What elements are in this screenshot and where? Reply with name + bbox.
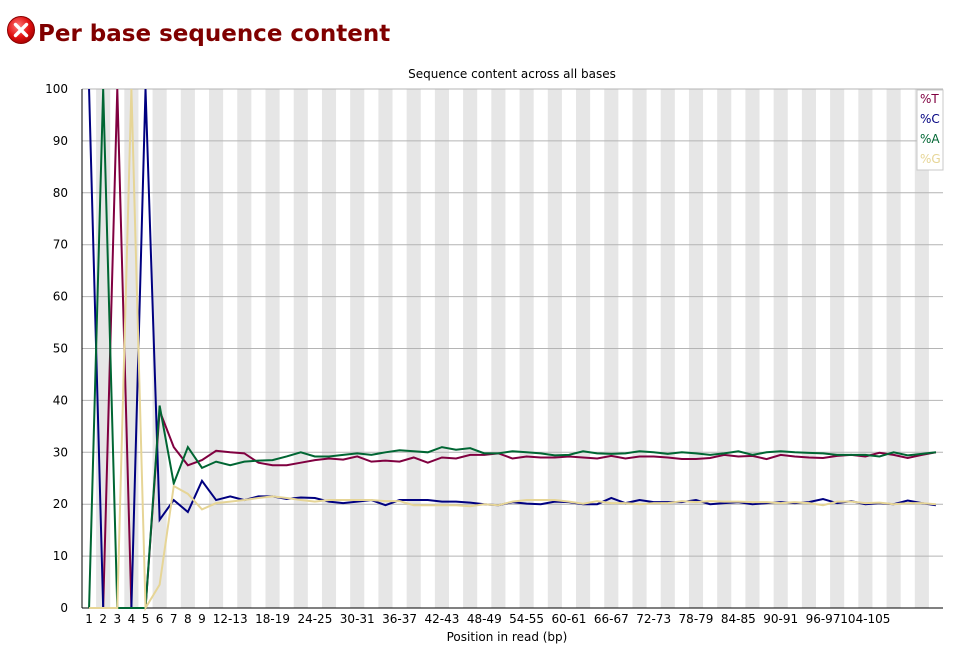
- legend-entry: %G: [920, 152, 941, 166]
- x-tick-label: 24-25: [297, 612, 332, 626]
- x-tick-label: 4: [128, 612, 136, 626]
- x-tick-label: 30-31: [340, 612, 375, 626]
- y-tick-label: 0: [60, 601, 68, 615]
- legend-box: [916, 89, 944, 171]
- x-tick-label: 3: [113, 612, 121, 626]
- x-tick-label: 90-91: [763, 612, 798, 626]
- x-tick-label: 9: [198, 612, 206, 626]
- y-axis-ticks: 0 10 20 30 40 50 60 70 80 90 100: [45, 82, 68, 615]
- x-tick-label: 54-55: [509, 612, 544, 626]
- x-tick-label: 48-49: [467, 612, 502, 626]
- x-tick-label: 2: [99, 612, 107, 626]
- x-tick-label: 96-97: [806, 612, 841, 626]
- y-tick-label: 80: [53, 186, 68, 200]
- series-lines: [88, 88, 937, 612]
- x-tick-label: 12-13: [213, 612, 248, 626]
- error-x-icon: [7, 16, 35, 44]
- x-tick-label: 5: [142, 612, 150, 626]
- y-tick-label: 100: [45, 82, 68, 96]
- x-tick-label: 36-37: [382, 612, 417, 626]
- legend: %T %C %A %G: [916, 89, 944, 171]
- legend-entry: %A: [920, 132, 940, 146]
- legend-entry: %T: [920, 92, 939, 106]
- series-line-t: [89, 88, 937, 609]
- y-tick-label: 90: [53, 134, 68, 148]
- legend-entry: %C: [920, 112, 940, 126]
- y-tick-label: 70: [53, 238, 68, 252]
- x-tick-label: 78-79: [679, 612, 714, 626]
- y-tick-label: 40: [53, 393, 68, 407]
- x-axis-ticks: 1 2 3 4 5 6 7 8 9 12-13 18-19 24-25 30-31 36-37 42-43 4…: [85, 612, 890, 626]
- x-axis-title: Position in read (bp): [447, 630, 568, 644]
- y-tick-label: 20: [53, 497, 68, 511]
- series-line-g: [89, 88, 937, 612]
- y-tick-label: 50: [53, 342, 68, 356]
- x-tick-label: 60-61: [552, 612, 587, 626]
- y-tick-label: 10: [53, 549, 68, 563]
- x-tick-label: 72-73: [636, 612, 671, 626]
- y-tick-label: 60: [53, 290, 68, 304]
- y-tick-label: 30: [53, 445, 68, 459]
- chart-title: Sequence content across all bases: [408, 67, 616, 81]
- page-title: Per base sequence content: [38, 21, 391, 47]
- x-tick-label: 42-43: [424, 612, 459, 626]
- series-line-a: [88, 88, 937, 609]
- axes: [81, 89, 943, 609]
- x-tick-label: 6: [156, 612, 164, 626]
- x-tick-label: 66-67: [594, 612, 629, 626]
- x-tick-label: 8: [184, 612, 192, 626]
- x-tick-label: 1: [85, 612, 93, 626]
- x-tick-label: 104-105: [840, 612, 890, 626]
- x-tick-label: 7: [170, 612, 178, 626]
- report-header: Per base sequence content: [6, 10, 390, 50]
- x-tick-label: 84-85: [721, 612, 756, 626]
- x-tick-label: 18-19: [255, 612, 290, 626]
